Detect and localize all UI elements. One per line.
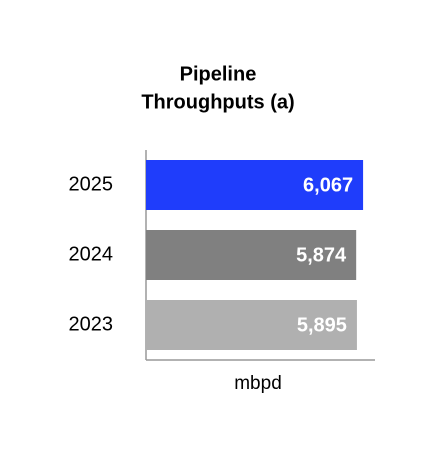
bar xyxy=(146,160,364,210)
y-tick-label: 2023 xyxy=(69,313,114,335)
y-tick-label: 2024 xyxy=(69,243,114,265)
bar xyxy=(146,300,357,350)
y-tick-label: 2025 xyxy=(69,173,114,195)
x-axis-label: mbpd xyxy=(234,373,282,394)
value-label: 5,895 xyxy=(297,314,347,336)
chart-title: Pipeline xyxy=(180,63,257,85)
chart-title: Throughputs (a) xyxy=(141,91,294,113)
bar xyxy=(146,230,357,280)
value-label: 5,874 xyxy=(296,244,347,266)
value-label: 6,067 xyxy=(303,174,353,196)
